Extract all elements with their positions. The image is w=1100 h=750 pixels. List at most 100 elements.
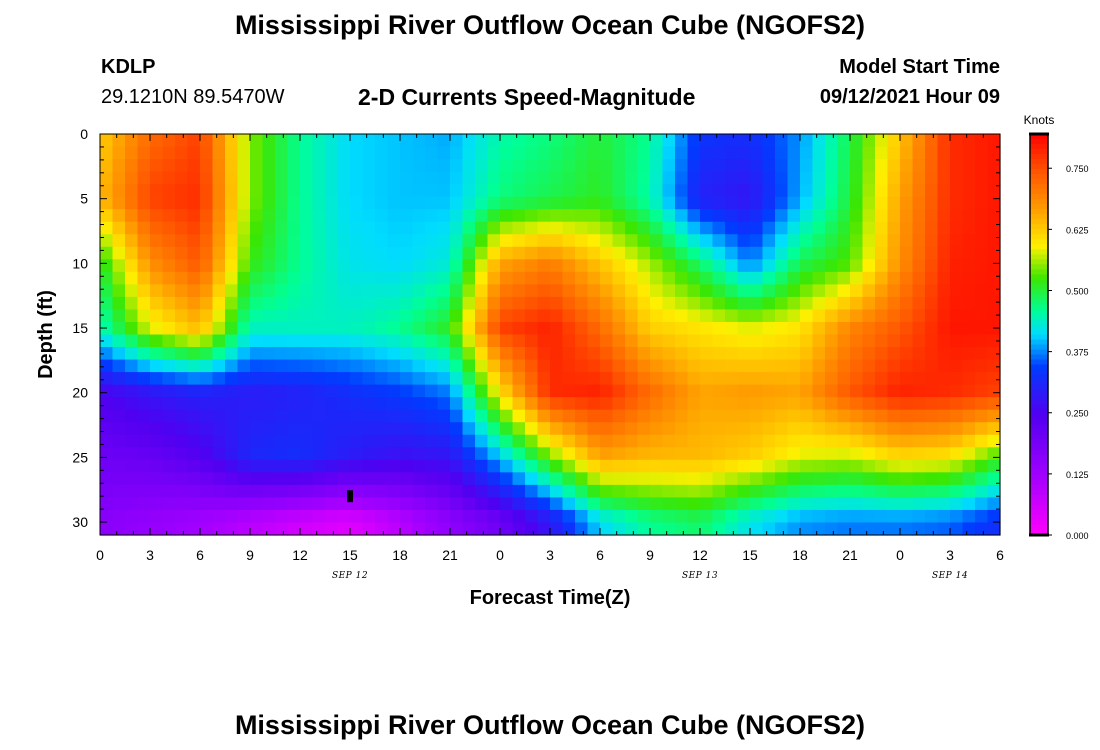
heatmap-cell — [175, 472, 189, 486]
heatmap-cell — [862, 334, 876, 348]
heatmap-cell — [625, 397, 639, 411]
heatmap-cell — [525, 259, 539, 273]
heatmap-cell — [787, 171, 801, 185]
heatmap-cell — [412, 259, 426, 273]
heatmap-cell — [700, 284, 714, 298]
heatmap-cell — [275, 447, 289, 461]
heatmap-cell — [562, 397, 576, 411]
heatmap-cell — [562, 159, 576, 173]
heatmap-cell — [950, 259, 964, 273]
heatmap-cell — [562, 497, 576, 511]
heatmap-cell — [762, 422, 776, 436]
heatmap-cell — [150, 384, 164, 398]
heatmap-cell — [225, 134, 239, 148]
heatmap-cell — [937, 309, 951, 323]
heatmap-cell — [637, 347, 651, 361]
heatmap-cell — [925, 171, 939, 185]
heatmap-cell — [625, 171, 639, 185]
heatmap-cell — [162, 484, 176, 499]
heatmap-cell — [987, 234, 1001, 248]
heatmap-cell — [662, 159, 676, 173]
heatmap-cell — [362, 384, 376, 398]
heatmap-cell — [200, 171, 214, 185]
heatmap-cell — [862, 209, 876, 223]
heatmap-cell — [837, 384, 851, 398]
heatmap-cell — [612, 384, 626, 398]
heatmap-cell — [925, 271, 939, 285]
heatmap-cell — [437, 359, 451, 373]
heatmap-cell — [625, 484, 639, 499]
heatmap-cell — [237, 422, 251, 436]
heatmap-cell — [962, 522, 976, 536]
heatmap-cell — [950, 347, 964, 361]
heatmap-cell — [312, 146, 326, 160]
heatmap-cell — [675, 347, 689, 361]
heatmap-cell — [200, 497, 214, 511]
heatmap-cell — [837, 246, 851, 260]
heatmap-cell — [587, 221, 601, 235]
heatmap-cell — [400, 422, 414, 436]
heatmap-cell — [225, 347, 239, 361]
heatmap-cell — [787, 259, 801, 273]
heatmap-cell — [225, 409, 239, 423]
heatmap-cell — [287, 509, 301, 524]
heatmap-cell — [137, 209, 151, 223]
heatmap-cell — [387, 196, 401, 210]
heatmap-cell — [987, 384, 1001, 398]
heatmap-cell — [212, 246, 226, 260]
heatmap-cell — [662, 171, 676, 185]
heatmap-cell — [825, 347, 839, 361]
heatmap-cell — [175, 459, 189, 473]
heatmap-cell — [362, 459, 376, 473]
heatmap-cell — [950, 221, 964, 235]
heatmap-cell — [987, 422, 1001, 436]
heatmap-cell — [262, 246, 276, 260]
heatmap-cell — [175, 397, 189, 411]
heatmap-cell — [250, 447, 264, 461]
heatmap-cell — [962, 234, 976, 248]
heatmap-cell — [362, 134, 376, 148]
heatmap-cell — [325, 409, 339, 423]
heatmap-cell — [587, 459, 601, 473]
colorbar-segment — [1030, 144, 1048, 150]
heatmap-cell — [612, 359, 626, 373]
heatmap-cell — [862, 221, 876, 235]
colorbar-tick-label: 0.000 — [1066, 531, 1089, 541]
heatmap-cell — [775, 347, 789, 361]
heatmap-cell — [362, 146, 376, 160]
heatmap-cell — [837, 484, 851, 499]
heatmap-cell — [212, 509, 226, 524]
heatmap-cell — [900, 334, 914, 348]
heatmap-cell — [437, 522, 451, 536]
colorbar-segment — [1030, 289, 1048, 295]
heatmap-cell — [525, 447, 539, 461]
heatmap-cell — [512, 497, 526, 511]
heatmap-cell — [562, 434, 576, 448]
heatmap-cell — [300, 434, 314, 448]
heatmap-cell — [412, 284, 426, 298]
colorbar-segment — [1030, 169, 1048, 175]
heatmap-cell — [750, 146, 764, 160]
heatmap-cell — [750, 196, 764, 210]
heatmap-cell — [837, 146, 851, 160]
heatmap-cell — [225, 284, 239, 298]
heatmap-cell — [562, 259, 576, 273]
heatmap-cell — [287, 484, 301, 499]
heatmap-cell — [950, 472, 964, 486]
heatmap-cell — [137, 196, 151, 210]
heatmap-cell — [437, 196, 451, 210]
heatmap-cell — [700, 372, 714, 386]
heatmap-cell — [275, 409, 289, 423]
heatmap-cell — [250, 146, 264, 160]
heatmap-cell — [587, 397, 601, 411]
heatmap-cell — [625, 159, 639, 173]
heatmap-cell — [687, 359, 701, 373]
heatmap-cell — [987, 221, 1001, 235]
heatmap-cell — [825, 497, 839, 511]
heatmap-cell — [687, 171, 701, 185]
heatmap-cell — [137, 359, 151, 373]
heatmap-cell — [912, 334, 926, 348]
x-axis-label: Forecast Time(Z) — [470, 587, 631, 609]
heatmap-cell — [362, 347, 376, 361]
heatmap-cell — [437, 422, 451, 436]
